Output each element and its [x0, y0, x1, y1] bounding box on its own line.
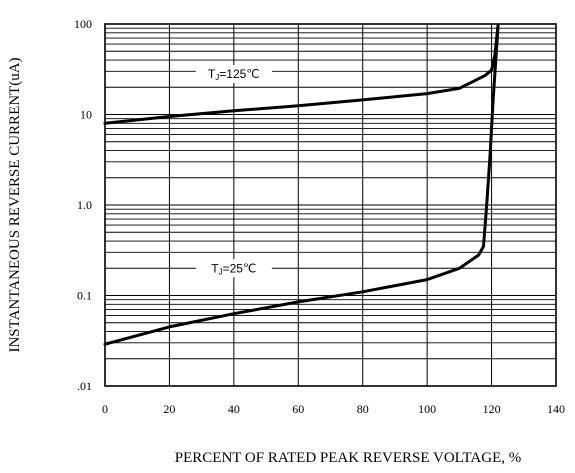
x-tick-label: 0	[102, 402, 108, 416]
plot-frame	[104, 23, 557, 387]
x-axis-title: PERCENT OF RATED PEAK REVERSE VOLTAGE, %	[175, 450, 521, 466]
x-tick-label: 120	[483, 402, 501, 416]
y-tick-label: .01	[77, 379, 92, 393]
y-tick-label: 0.1	[77, 289, 92, 303]
x-tick-label: 20	[163, 402, 175, 416]
x-tick-label: 40	[228, 402, 240, 416]
x-tick-label: 140	[547, 402, 565, 416]
series-label-tj25: TJ=25℃	[195, 259, 272, 278]
series-label-background	[195, 259, 272, 278]
series-label-text: TJ=125℃	[208, 67, 260, 82]
series-label-tj125: TJ=125℃	[195, 65, 272, 84]
x-tick-label: 80	[357, 402, 369, 416]
y-tick-labels: .01 0.1 1.0 10 100	[74, 17, 92, 393]
series-labels: TJ=125℃ TJ=25℃	[195, 65, 272, 278]
x-tick-label: 60	[292, 402, 304, 416]
series-line-tj25	[103, 24, 500, 346]
gridlines	[105, 24, 556, 386]
series-label-background	[195, 65, 272, 84]
y-tick-label: 10	[80, 108, 92, 122]
y-tick-label: 1.0	[77, 198, 92, 212]
series-lines	[103, 24, 500, 346]
x-tick-labels: 0 20 40 60 80 100 120 140	[102, 402, 565, 416]
y-tick-label: 100	[74, 17, 92, 31]
y-axis-title: INSTANTANEOUS REVERSE CURRENT(uA)	[7, 57, 23, 352]
series-label-text: TJ=25℃	[211, 261, 256, 276]
series-line-tj125	[103, 24, 500, 125]
x-tick-label: 100	[418, 402, 436, 416]
